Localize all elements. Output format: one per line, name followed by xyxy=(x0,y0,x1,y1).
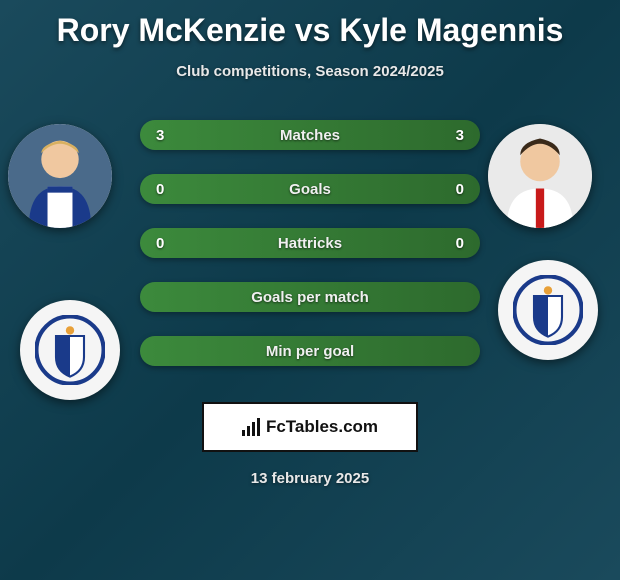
stat-row: 3 Matches 3 xyxy=(140,120,480,150)
stat-label: Matches xyxy=(280,127,340,144)
stats-table: 3 Matches 3 0 Goals 0 0 Hattricks 0 Goals per mat… xyxy=(140,120,480,366)
stat-label: Min per goal xyxy=(266,343,354,360)
club-crest-right xyxy=(498,260,598,360)
player-right-avatar xyxy=(488,124,592,228)
brand-badge: FcTables.com xyxy=(202,402,418,452)
subtitle: Club competitions, Season 2024/2025 xyxy=(0,63,620,80)
stat-left-value: 0 xyxy=(156,181,164,198)
stat-row: Min per goal xyxy=(140,336,480,366)
stat-left-value: 0 xyxy=(156,235,164,252)
stat-right-value: 0 xyxy=(456,181,464,198)
stat-right-value: 0 xyxy=(456,235,464,252)
stat-right-value: 3 xyxy=(456,127,464,144)
stat-left-value: 3 xyxy=(156,127,164,144)
brand-text: FcTables.com xyxy=(266,417,378,437)
stat-label: Goals per match xyxy=(251,289,369,306)
stat-label: Hattricks xyxy=(278,235,342,252)
page-title: Rory McKenzie vs Kyle Magennis xyxy=(0,0,620,49)
comparison-date: 13 february 2025 xyxy=(0,470,620,487)
stat-label: Goals xyxy=(289,181,331,198)
stat-row: Goals per match xyxy=(140,282,480,312)
brand-bars-icon xyxy=(242,418,260,436)
stat-row: 0 Hattricks 0 xyxy=(140,228,480,258)
player-left-avatar xyxy=(8,124,112,228)
stat-row: 0 Goals 0 xyxy=(140,174,480,204)
club-crest-left xyxy=(20,300,120,400)
